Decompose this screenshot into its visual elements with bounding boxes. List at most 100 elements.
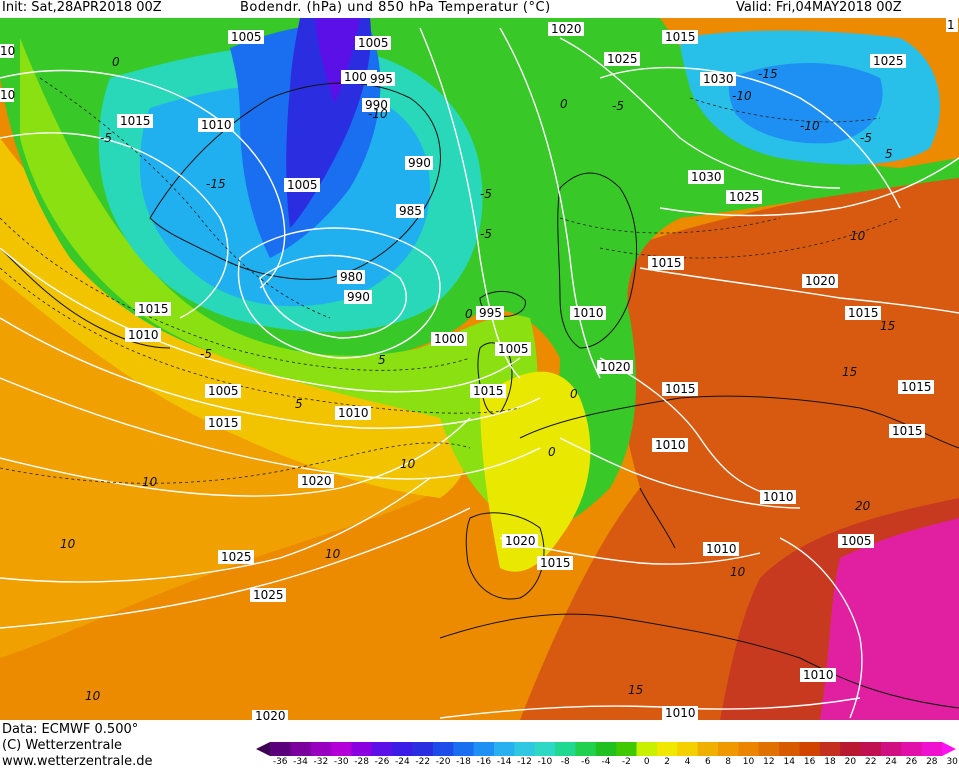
colorbar-tick-label: -12 (517, 757, 532, 767)
colorbar-swatch (616, 742, 638, 756)
colorbar-tick-label: 6 (704, 757, 711, 767)
isobar-line (259, 254, 407, 339)
isobar-label: 1010 (570, 306, 606, 320)
colorbar-tick-label: -30 (333, 757, 349, 767)
colorbar-tick-label: -22 (415, 757, 431, 767)
temp-label: 15 (842, 365, 857, 379)
temp-label: 20 (855, 499, 871, 513)
colorbar-tick-label: 12 (763, 757, 775, 767)
colorbar-swatch (636, 742, 658, 756)
isobar-line (559, 37, 841, 189)
colorbar-swatch (819, 742, 841, 756)
colorbar-swatch (840, 742, 862, 756)
isobar-line (499, 537, 761, 565)
colorbar-tick-label: 26 (905, 757, 918, 767)
colorbar-swatch (656, 742, 678, 756)
svg-text:1010: 1010 (763, 490, 794, 504)
temp-field-green-light (20, 38, 538, 528)
colorbar-tick-label: -26 (374, 757, 390, 767)
svg-text:1: 1 (947, 18, 955, 32)
colorbar-swatch (534, 742, 556, 756)
svg-text:1010: 1010 (803, 668, 834, 682)
isobar-label: 10 (0, 88, 15, 102)
temp-label: -5 (480, 187, 492, 201)
svg-text:995: 995 (479, 306, 502, 320)
temp-label: -15 (758, 67, 778, 81)
colorbar-tick-label: -16 (476, 757, 492, 767)
colorbar-swatch (473, 742, 495, 756)
colorbar-tick-label: 22 (864, 757, 877, 767)
colorbar-swatch (371, 742, 393, 756)
website-link[interactable]: www.wetterzentrale.de (2, 754, 153, 769)
svg-text:1020: 1020 (505, 534, 536, 548)
isobar-line (237, 227, 441, 359)
colorbar-swatch (392, 742, 414, 756)
isobar-label: 1010 (760, 490, 796, 504)
svg-text:1010: 1010 (655, 438, 686, 452)
temp-label: 15 (880, 319, 895, 333)
temp-label: 0 (465, 307, 473, 321)
temp-label: -10 (732, 89, 752, 103)
temp-label: 0 (560, 97, 568, 111)
isobar-line (659, 157, 959, 217)
svg-text:1015: 1015 (208, 416, 239, 430)
colorbar-swatch (860, 742, 882, 756)
svg-text:1020: 1020 (255, 709, 286, 720)
copyright-label: (C) Wetterzentrale (2, 738, 123, 753)
temp-label: -5 (612, 99, 624, 113)
colorbar-swatch (575, 742, 597, 756)
isobar-label: 1020 (548, 22, 584, 36)
map-header: Init: Sat,28APR2018 00Z Bodendr. (hPa) u… (0, 0, 959, 18)
isobar-label: 1030 (688, 170, 724, 184)
colorbar-swatch (880, 742, 902, 756)
colorbar-tick-label: 4 (684, 757, 691, 767)
isobar-label: 10 (0, 44, 15, 58)
isobar-labels: 1005 1015 1010 1000 995 990 1005 990 985… (0, 18, 958, 720)
isobar-line (599, 66, 901, 209)
svg-text:990: 990 (347, 290, 370, 304)
isobar-lines (0, 27, 959, 719)
svg-text:1010: 1010 (706, 542, 737, 556)
svg-text:1015: 1015 (120, 114, 151, 128)
colorbar-tick-label: 18 (824, 757, 836, 767)
svg-text:1025: 1025 (607, 52, 638, 66)
colorbar-swatch (901, 742, 923, 756)
colorbar-tick-label: -28 (354, 757, 369, 767)
colorbar-tick-label: -34 (293, 757, 308, 767)
colorbar-ticks: -36 -34 -32 -30 -28 -26 -24 -22 -20 -18 -16 -14 -12-… (256, 757, 958, 769)
isobar-line (0, 317, 541, 429)
coastline-scandinavia (557, 172, 637, 349)
isobar-label: 1015 (470, 384, 506, 398)
isobar-label: 1020 (802, 274, 838, 288)
colorbar-tick-label: 8 (725, 757, 732, 767)
svg-text:1025: 1025 (253, 588, 284, 602)
isobar-line (559, 437, 801, 509)
isobar-label: 1010 (335, 406, 371, 420)
isobar-label: 1015 (662, 382, 698, 396)
map-title: Bodendr. (hPa) und 850 hPa Temperatur (°… (240, 0, 551, 15)
colorbar-tick-label: 24 (885, 757, 897, 767)
colorbar-swatch (494, 742, 515, 756)
colorbar-swatch (270, 742, 291, 756)
isobar-label: 1020 (252, 709, 288, 720)
colorbar-tick-label: 10 (742, 757, 755, 767)
coastline-greenland (149, 82, 441, 280)
temp-label: -5 (200, 347, 212, 361)
isobar-line (0, 69, 286, 289)
isobar-line (0, 477, 431, 583)
isobar-label: 995 (476, 306, 504, 320)
colorbar-swatch (779, 742, 800, 756)
temp-label: 10 (60, 537, 76, 551)
colorbar-tick-label: -6 (581, 757, 591, 767)
temp-label: -5 (100, 131, 112, 145)
temp-contour (0, 217, 471, 371)
isobar-label: 1015 (648, 256, 684, 270)
isobar-label: 1005 (355, 36, 391, 50)
svg-text:990: 990 (408, 156, 431, 170)
isobar-label: 1010 (703, 542, 739, 556)
temp-contour (0, 267, 521, 414)
colorbar-swatch (921, 742, 943, 756)
temp-label: 0 (570, 387, 578, 401)
colorbar-swatch (310, 742, 332, 756)
isobar-label: 1025 (218, 550, 254, 564)
